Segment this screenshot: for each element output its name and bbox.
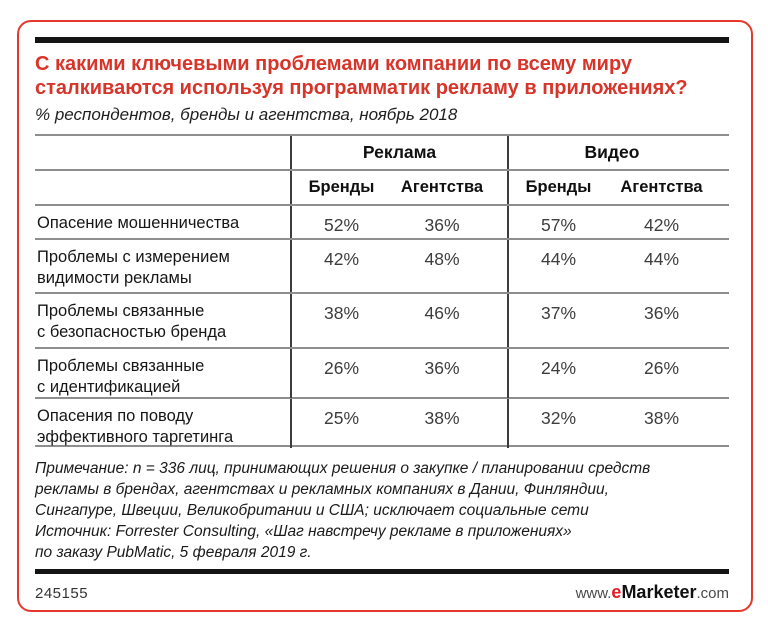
- subheader-reklama-agentstva: Агентства: [400, 178, 484, 196]
- value-cell: 26%: [290, 349, 391, 398]
- value-cell: 26%: [643, 358, 680, 378]
- value-cell: 52%: [290, 206, 391, 238]
- bottom-rule: [35, 569, 729, 574]
- footnote-line: по заказу PubMatic, 5 февраля 2019 г.: [35, 544, 312, 561]
- table-row: Опасение мошенничества 52% 36% 57% 42%: [35, 206, 729, 240]
- subheader-reklama-brendy: Бренды: [290, 171, 391, 204]
- row-label: Опасение мошенничества: [35, 206, 290, 238]
- logo-marketer: Marketer: [621, 582, 697, 602]
- value-cell: 46%: [424, 303, 460, 323]
- row-label: Проблемы связанные с безопасностью бренда: [35, 294, 290, 347]
- chart-title: С какими ключевыми проблемами компании п…: [35, 52, 729, 100]
- value-cell: 37%: [507, 294, 608, 347]
- table-row: Проблемы связанные с идентификацией 26% 3…: [35, 349, 729, 399]
- value-cell: 36%: [424, 215, 460, 235]
- top-rule: [35, 37, 729, 43]
- value-cell: 36%: [424, 358, 460, 378]
- logo-com: .com: [696, 585, 729, 602]
- value-cell: 38%: [643, 408, 680, 428]
- footnote: Примечание: n = 336 лиц, принимающих реш…: [35, 458, 729, 563]
- corner-cell-empty: [35, 171, 290, 204]
- value-cell: 32%: [507, 399, 608, 448]
- row-label: Опасения по поводу эффективного таргетинг…: [35, 399, 290, 448]
- subheader-video-agentstva: Агентства: [620, 178, 703, 196]
- chart-subtitle: % респондентов, бренды и агентства, нояб…: [35, 105, 458, 124]
- row-label-line: видимости рекламы: [37, 269, 192, 287]
- logo-e: e: [611, 582, 622, 602]
- row-label-line: с идентификацией: [37, 378, 181, 396]
- corner-cell-empty: [35, 136, 290, 169]
- value-cell: 42%: [643, 215, 680, 235]
- value-cell: 25%: [290, 399, 391, 448]
- value-cell: 38%: [424, 408, 460, 428]
- value-cell: 36%: [643, 303, 680, 323]
- column-group-video: Видео: [507, 136, 727, 169]
- row-label: Проблемы связанные с идентификацией: [35, 349, 290, 398]
- row-label-line: Опасения по поводу: [37, 407, 194, 425]
- data-table: Реклама Видео Бренды Агентства Бренды Аг…: [35, 134, 729, 448]
- footnote-line: Источник: Forrester Consulting, «Шаг нав…: [35, 523, 572, 540]
- value-cell: 48%: [424, 249, 460, 269]
- table-row: Проблемы с измерением видимости рекламы 4…: [35, 240, 729, 294]
- row-label-line: с безопасностью бренда: [37, 323, 227, 341]
- chart-id: 245155: [35, 585, 89, 602]
- subheader-row: Бренды Агентства Бренды Агентства: [35, 171, 729, 206]
- table-row: Проблемы связанные с безопасностью бренда…: [35, 294, 729, 349]
- column-group-header-row: Реклама Видео: [35, 136, 729, 171]
- subheader-video-brendy: Бренды: [507, 171, 608, 204]
- title-line-1: С какими ключевыми проблемами компании п…: [35, 53, 633, 75]
- footnote-line: Сингапуре, Швеции, Великобритании и США;…: [35, 502, 589, 519]
- row-label-line: Проблемы связанные: [37, 302, 205, 320]
- chart-card: С какими ключевыми проблемами компании п…: [17, 20, 753, 612]
- value-cell: 38%: [290, 294, 391, 347]
- table-row: Опасения по поводу эффективного таргетинг…: [35, 399, 729, 448]
- logo-www: www.: [575, 585, 612, 602]
- value-cell: 44%: [643, 249, 680, 269]
- column-group-reklama: Реклама: [290, 136, 507, 169]
- row-label-line: Опасение мошенничества: [37, 214, 240, 232]
- value-cell: 24%: [507, 349, 608, 398]
- footnote-line: Примечание: n = 336 лиц, принимающих реш…: [35, 460, 651, 477]
- emarketer-logo-link[interactable]: www.eMarketer.com: [576, 582, 729, 603]
- title-line-2: сталкиваются используя программатик рекл…: [35, 77, 688, 99]
- footer-bar: 245155 www.eMarketer.com: [35, 582, 729, 603]
- row-label-line: Проблемы с измерением: [37, 248, 230, 266]
- value-cell: 44%: [507, 240, 608, 292]
- row-label: Проблемы с измерением видимости рекламы: [35, 240, 290, 292]
- footnote-line: рекламы в брендах, агентствах и рекламны…: [35, 481, 609, 498]
- row-label-line: эффективного таргетинга: [37, 428, 234, 446]
- value-cell: 57%: [507, 206, 608, 238]
- value-cell: 42%: [290, 240, 391, 292]
- row-label-line: Проблемы связанные: [37, 357, 205, 375]
